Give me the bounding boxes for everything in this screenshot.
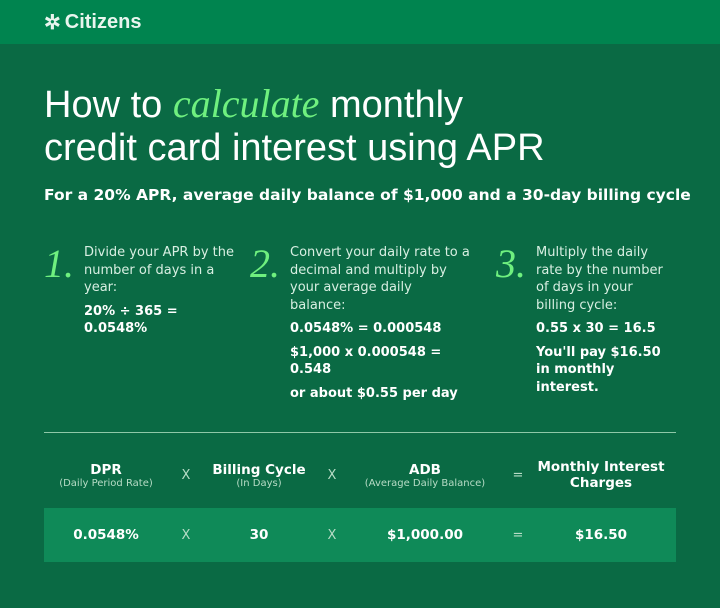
header-sub: (Daily Period Rate): [59, 477, 153, 489]
step-calc: 20% ÷ 365 = 0.0548%: [84, 303, 178, 337]
title-text: monthly: [319, 84, 464, 126]
subtitle: For a 20% APR, average daily balance of …: [44, 186, 691, 204]
step-text: Divide your APR by the number of days in…: [84, 245, 234, 295]
step-calc: $1,000 x 0.000548 = 0.548: [290, 344, 442, 378]
step-3: 3. Multiply the daily rate by the number…: [496, 244, 686, 396]
value-adb: $1,000.00: [386, 527, 463, 543]
value-billing-cycle: 30: [249, 527, 269, 543]
multiply-operator: X: [181, 527, 191, 543]
multiply-operator: X: [327, 527, 337, 543]
brand-bar: ✲ Citizens: [0, 0, 720, 44]
step-calc: 0.55 x 30 = 16.5: [536, 321, 656, 336]
step-2: 2. Convert your daily rate to a decimal …: [250, 244, 490, 402]
header-sub: (In Days): [236, 477, 282, 489]
step-number: 3.: [496, 241, 526, 286]
header-monthly-interest: Monthly Interest Charges: [537, 459, 665, 491]
formula-values: 0.0548% X 30 X $1,000.00 = $16.50: [44, 508, 676, 562]
header-label: ADB: [409, 461, 441, 478]
header-label: DPR: [90, 461, 122, 478]
header-dpr: DPR (Daily Period Rate): [44, 462, 168, 489]
step-number: 1.: [44, 241, 74, 286]
equals-operator: =: [512, 467, 524, 483]
value-monthly-interest: $16.50: [574, 527, 628, 543]
header-adb: ADB (Average Daily Balance): [350, 462, 500, 489]
equals-operator: =: [512, 527, 524, 543]
divider: [44, 432, 676, 433]
header-label: Billing Cycle: [212, 461, 306, 478]
citizens-logo: ✲ Citizens: [44, 10, 141, 35]
brand-name: Citizens: [64, 10, 142, 33]
value-dpr: 0.0548%: [73, 527, 139, 543]
citizens-snowflake-icon: ✲: [44, 11, 61, 34]
title-line2: credit card interest using APR: [44, 127, 545, 169]
step-calc: or about $0.55 per day: [290, 385, 458, 401]
multiply-operator: X: [327, 467, 337, 483]
step-calc: You'll pay $16.50 in monthly interest.: [536, 344, 661, 395]
header-billing-cycle: Billing Cycle (In Days): [204, 462, 314, 489]
title-text: How to: [44, 84, 173, 126]
multiply-operator: X: [181, 467, 191, 483]
step-1: 1. Divide your APR by the number of days…: [44, 244, 244, 338]
formula-header: DPR (Daily Period Rate) X Billing Cycle (I…: [44, 452, 676, 498]
page-title: How to calculate monthly credit card inte…: [44, 82, 545, 170]
header-sub: (Average Daily Balance): [364, 477, 486, 489]
step-number: 2.: [250, 241, 280, 286]
step-calc: 0.0548% = 0.000548: [290, 321, 442, 336]
step-text: Multiply the daily rate by the number of…: [536, 245, 663, 313]
title-highlight: calculate: [172, 81, 320, 126]
step-text: Convert your daily rate to a decimal and…: [290, 245, 470, 313]
